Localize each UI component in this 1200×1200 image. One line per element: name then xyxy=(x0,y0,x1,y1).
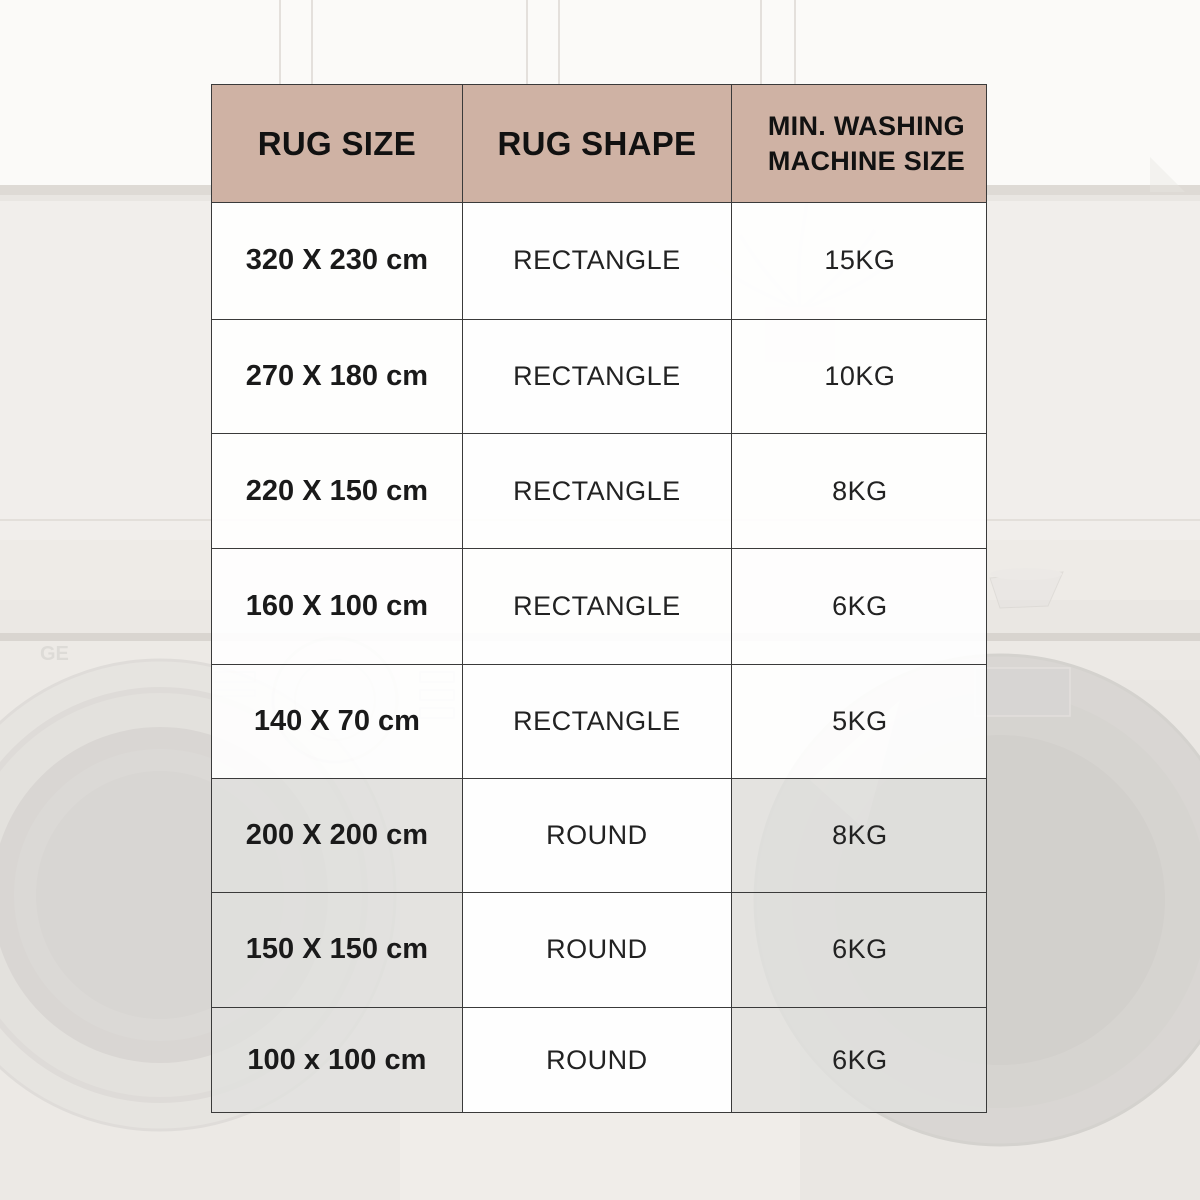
svg-text:GE: GE xyxy=(40,643,69,665)
